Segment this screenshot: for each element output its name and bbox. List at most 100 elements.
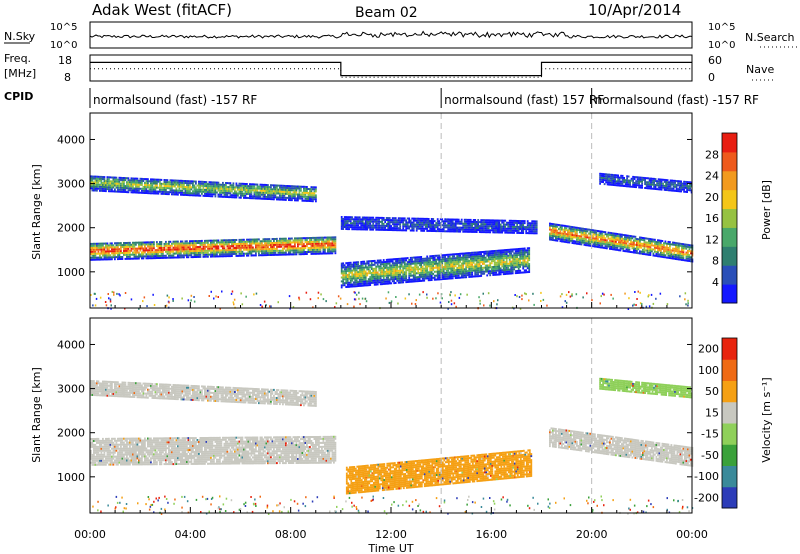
data-cell bbox=[217, 185, 220, 188]
data-cell bbox=[313, 252, 316, 255]
data-cell bbox=[361, 264, 364, 267]
data-cell bbox=[334, 240, 337, 243]
data-cell bbox=[228, 182, 230, 185]
data-cell bbox=[141, 253, 143, 256]
data-cell bbox=[321, 252, 323, 255]
data-cell bbox=[483, 254, 486, 257]
data-cell bbox=[261, 246, 263, 249]
data-cell bbox=[471, 263, 474, 266]
data-cell bbox=[333, 238, 335, 241]
freq-tick-bottom: 8 bbox=[64, 71, 71, 84]
data-cell bbox=[273, 188, 275, 191]
data-cell bbox=[202, 255, 205, 258]
data-cell bbox=[268, 188, 271, 191]
data-cell bbox=[187, 248, 190, 251]
data-cell bbox=[120, 246, 122, 249]
data-cell bbox=[474, 219, 477, 221]
data-cell bbox=[169, 179, 172, 182]
data-cell bbox=[121, 190, 124, 193]
data-cell bbox=[210, 253, 212, 256]
data-cell bbox=[372, 228, 375, 231]
data-cell bbox=[291, 185, 293, 188]
data-cell bbox=[345, 278, 348, 281]
data-cell bbox=[114, 246, 116, 249]
data-cell bbox=[165, 256, 167, 259]
data-cell bbox=[459, 260, 462, 263]
data-cell bbox=[259, 193, 262, 196]
data-cell bbox=[199, 249, 202, 252]
data-cell bbox=[106, 176, 109, 179]
data-cell bbox=[168, 181, 170, 184]
data-cell bbox=[405, 271, 408, 274]
data-cell bbox=[127, 245, 130, 248]
data-cell bbox=[216, 181, 218, 184]
data-cell bbox=[169, 256, 172, 259]
data-cell bbox=[430, 271, 433, 274]
data-cell bbox=[282, 196, 284, 199]
data-cell bbox=[279, 237, 281, 240]
data-cell bbox=[271, 238, 274, 240]
data-cell bbox=[112, 178, 115, 181]
data-cell bbox=[261, 183, 263, 186]
data-cell bbox=[214, 247, 217, 250]
data-cell bbox=[265, 240, 268, 243]
data-cell bbox=[291, 253, 293, 256]
data-cell bbox=[279, 198, 281, 201]
data-cell bbox=[261, 254, 263, 257]
data-cell bbox=[165, 181, 167, 184]
data-cell bbox=[159, 180, 161, 183]
data-cell bbox=[183, 246, 185, 249]
data-cell bbox=[112, 256, 115, 259]
data-cell bbox=[142, 187, 145, 190]
data-cell bbox=[100, 256, 103, 259]
data-cell bbox=[280, 184, 283, 187]
data-cell bbox=[252, 248, 254, 251]
data-cell bbox=[163, 183, 166, 185]
data-cell bbox=[117, 182, 119, 185]
data-cell bbox=[135, 189, 137, 192]
data-cell bbox=[96, 185, 98, 188]
data-cell bbox=[270, 190, 272, 193]
data-cell bbox=[183, 254, 185, 257]
data-cell bbox=[174, 240, 176, 243]
data-cell bbox=[585, 238, 587, 241]
data-cell bbox=[315, 198, 317, 201]
data-cell bbox=[346, 266, 349, 268]
data-cell bbox=[243, 188, 245, 191]
data-cell bbox=[216, 185, 218, 188]
data-cell bbox=[258, 185, 260, 188]
data-cell bbox=[256, 195, 259, 198]
data-cell bbox=[238, 244, 241, 247]
data-cell bbox=[148, 255, 151, 258]
data-cell bbox=[349, 285, 352, 288]
data-cell bbox=[294, 193, 296, 196]
data-cell bbox=[184, 254, 187, 257]
data-cell bbox=[202, 251, 205, 254]
data-cell bbox=[214, 195, 217, 198]
data-cell bbox=[250, 246, 253, 249]
data-cell bbox=[91, 252, 94, 255]
data-cell bbox=[268, 238, 271, 241]
data-cell bbox=[586, 230, 589, 233]
data-cell bbox=[238, 192, 241, 195]
data-cell bbox=[331, 252, 334, 255]
data-cell bbox=[342, 266, 345, 269]
data-cell bbox=[138, 241, 140, 244]
data-cell bbox=[117, 180, 119, 183]
data-cell bbox=[513, 223, 516, 226]
data-cell bbox=[207, 191, 209, 194]
data-cell bbox=[123, 190, 125, 193]
data-cell bbox=[135, 255, 137, 258]
data-cell bbox=[97, 244, 100, 247]
data-cell bbox=[333, 248, 335, 251]
data-cell bbox=[184, 192, 187, 194]
data-cell bbox=[96, 183, 98, 186]
data-cell bbox=[346, 264, 349, 267]
data-cell bbox=[271, 192, 274, 195]
data-cell bbox=[304, 187, 307, 190]
data-cell bbox=[189, 242, 191, 245]
data-cell bbox=[213, 243, 215, 246]
data-cell bbox=[136, 177, 139, 180]
data-cell bbox=[214, 243, 217, 246]
data-cell bbox=[234, 188, 236, 191]
